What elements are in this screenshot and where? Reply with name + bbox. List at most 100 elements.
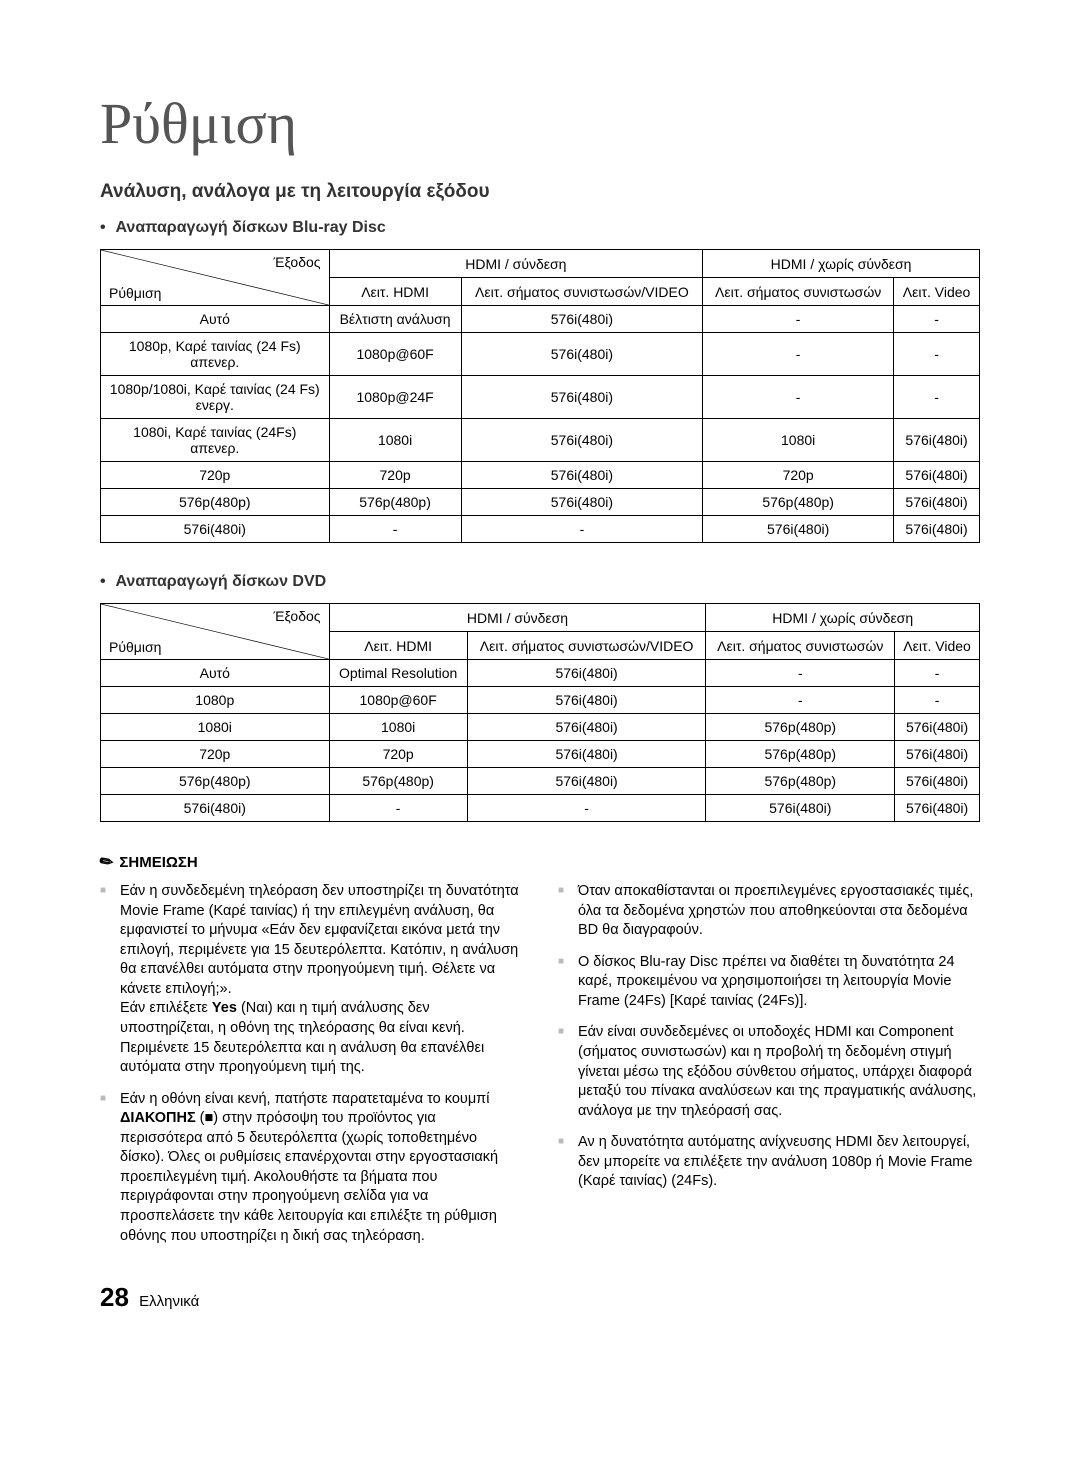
subsection-bluray-label: Αναπαραγωγή δίσκων Blu-ray Disc: [115, 219, 385, 236]
table-cell: 1080p@24F: [329, 376, 461, 419]
row-label-cell: 1080p, Καρέ ταινίας (24 Fs) απενερ.: [101, 333, 330, 376]
table-cell: -: [706, 660, 895, 687]
table-cell: 576i(480i): [895, 795, 980, 822]
hdr-hdmi-connected: HDMI / σύνδεση: [329, 250, 703, 278]
row-label-cell: Αυτό: [101, 306, 330, 333]
table-cell: 576i(480i): [895, 714, 980, 741]
row-label-cell: 576p(480p): [101, 489, 330, 516]
table-cell: 576i(480i): [461, 376, 703, 419]
table-cell: 576i(480i): [467, 687, 706, 714]
table-row: ΑυτόOptimal Resolution576i(480i)--: [101, 660, 980, 687]
sub-hdmi-mode: Λειτ. HDMI: [329, 632, 467, 660]
sub-component: Λειτ. σήματος συνιστωσών: [703, 278, 894, 306]
table-cell: Βέλτιστη ανάλυση: [329, 306, 461, 333]
table-cell: 576i(480i): [461, 306, 703, 333]
row-label-cell: 720p: [101, 741, 330, 768]
table-cell: 576p(480p): [706, 768, 895, 795]
row-label-cell: 576p(480p): [101, 768, 330, 795]
sub-hdmi-mode: Λειτ. HDMI: [329, 278, 461, 306]
table-cell: 576i(480i): [894, 462, 980, 489]
section-title: Ανάλυση, ανάλογα με τη λειτουργία εξόδου: [100, 181, 980, 203]
table-cell: -: [894, 376, 980, 419]
table-row: 1080i1080i576i(480i)576p(480p)576i(480i): [101, 714, 980, 741]
table-cell: 720p: [329, 462, 461, 489]
table-cell: 1080p@60F: [329, 687, 467, 714]
table-row: 1080p, Καρέ ταινίας (24 Fs) απενερ.1080p…: [101, 333, 980, 376]
note-item: Εάν είναι συνδεδεμένες οι υποδοχές HDMI …: [558, 1023, 980, 1121]
language-label: Ελληνικά: [139, 1293, 199, 1310]
table-cell: -: [703, 306, 894, 333]
table-cell: -: [894, 306, 980, 333]
table-row: 576p(480p)576p(480p)576i(480i)576p(480p)…: [101, 489, 980, 516]
row-label-cell: Αυτό: [101, 660, 330, 687]
diag-header-cell: Έξοδος Ρύθμιση: [101, 604, 330, 660]
row-label-cell: 720p: [101, 462, 330, 489]
table-cell: 576i(480i): [894, 419, 980, 462]
table-row: 576i(480i)--576i(480i)576i(480i): [101, 795, 980, 822]
table-cell: -: [467, 795, 706, 822]
table-cell: 576i(480i): [467, 714, 706, 741]
table-cell: 576i(480i): [467, 768, 706, 795]
table-row: 720p720p576i(480i)720p576i(480i): [101, 462, 980, 489]
sub-component-video: Λειτ. σήματος συνιστωσών/VIDEO: [467, 632, 706, 660]
pencil-icon: ✎: [95, 850, 117, 874]
table-cell: 576i(480i): [467, 741, 706, 768]
table-cell: 576p(480p): [329, 489, 461, 516]
table-cell: 576p(480p): [706, 741, 895, 768]
diag-header-cell: Έξοδος Ρύθμιση: [101, 250, 330, 306]
hdr-hdmi-connected: HDMI / σύνδεση: [329, 604, 706, 632]
row-label-cell: 1080i, Καρέ ταινίας (24Fs) απενερ.: [101, 419, 330, 462]
table-cell: 1080i: [329, 419, 461, 462]
table-cell: 576p(480p): [706, 714, 895, 741]
table-cell: -: [895, 660, 980, 687]
resolution-table-dvd: Έξοδος Ρύθμιση HDMI / σύνδεση HDMI / χωρ…: [100, 603, 980, 822]
subsection-bluray: • Αναπαραγωγή δίσκων Blu-ray Disc: [100, 219, 980, 237]
table-cell: 576i(480i): [706, 795, 895, 822]
table-cell: 720p: [329, 741, 467, 768]
table-cell: -: [329, 516, 461, 543]
sub-component: Λειτ. σήματος συνιστωσών: [706, 632, 895, 660]
table-cell: 576i(480i): [894, 489, 980, 516]
row-label-cell: 576i(480i): [101, 795, 330, 822]
note-label: ΣΗΜΕΙΩΣΗ: [119, 854, 197, 871]
table-cell: -: [703, 333, 894, 376]
note-item: Όταν αποκαθίστανται οι προεπιλεγμένες ερ…: [558, 882, 980, 941]
table-cell: 576i(480i): [461, 462, 703, 489]
table-cell: Optimal Resolution: [329, 660, 467, 687]
table-cell: -: [895, 687, 980, 714]
sub-video: Λειτ. Video: [894, 278, 980, 306]
table-row: 576i(480i)--576i(480i)576i(480i): [101, 516, 980, 543]
diag-header-setup: Ρύθμιση: [109, 285, 161, 301]
table-cell: 1080i: [329, 714, 467, 741]
table-row: 1080p1080p@60F576i(480i)--: [101, 687, 980, 714]
bullet-icon: •: [100, 219, 106, 236]
note-item: Εάν η συνδεδεμένη τηλεόραση δεν υποστηρί…: [100, 882, 522, 1078]
note-header: ✎ ΣΗΜΕΙΩΣΗ: [100, 852, 980, 872]
note-item: Ο δίσκος Blu-ray Disc πρέπει να διαθέτει…: [558, 953, 980, 1012]
subsection-dvd-label: Αναπαραγωγή δίσκων DVD: [115, 573, 326, 590]
note-item: Αν η δυνατότητα αυτόματης ανίχνευσης HDM…: [558, 1133, 980, 1192]
page-number: 28: [100, 1282, 129, 1312]
table-cell: 576i(480i): [894, 516, 980, 543]
table-cell: -: [703, 376, 894, 419]
chapter-title: Ρύθμιση: [100, 90, 980, 157]
row-label-cell: 1080p: [101, 687, 330, 714]
table-cell: -: [706, 687, 895, 714]
table-row: 576p(480p)576p(480p)576i(480i)576p(480p)…: [101, 768, 980, 795]
table-row: 720p720p576i(480i)576p(480p)576i(480i): [101, 741, 980, 768]
table-row: 1080i, Καρέ ταινίας (24Fs) απενερ.1080i5…: [101, 419, 980, 462]
sub-video: Λειτ. Video: [895, 632, 980, 660]
resolution-table-bluray: Έξοδος Ρύθμιση HDMI / σύνδεση HDMI / χωρ…: [100, 249, 980, 543]
table-cell: 576i(480i): [461, 333, 703, 376]
notes-block: Εάν η συνδεδεμένη τηλεόραση δεν υποστηρί…: [100, 882, 980, 1258]
table-cell: 576i(480i): [461, 419, 703, 462]
table-cell: 576p(480p): [703, 489, 894, 516]
page-footer: 28 Ελληνικά: [100, 1282, 980, 1313]
table-cell: 576i(480i): [895, 741, 980, 768]
sub-component-video: Λειτ. σήματος συνιστωσών/VIDEO: [461, 278, 703, 306]
table-cell: 1080i: [703, 419, 894, 462]
table-cell: 576i(480i): [461, 489, 703, 516]
table-cell: 576i(480i): [703, 516, 894, 543]
hdr-hdmi-not-connected: HDMI / χωρίς σύνδεση: [703, 250, 980, 278]
diag-header-output: Έξοδος: [274, 254, 321, 270]
